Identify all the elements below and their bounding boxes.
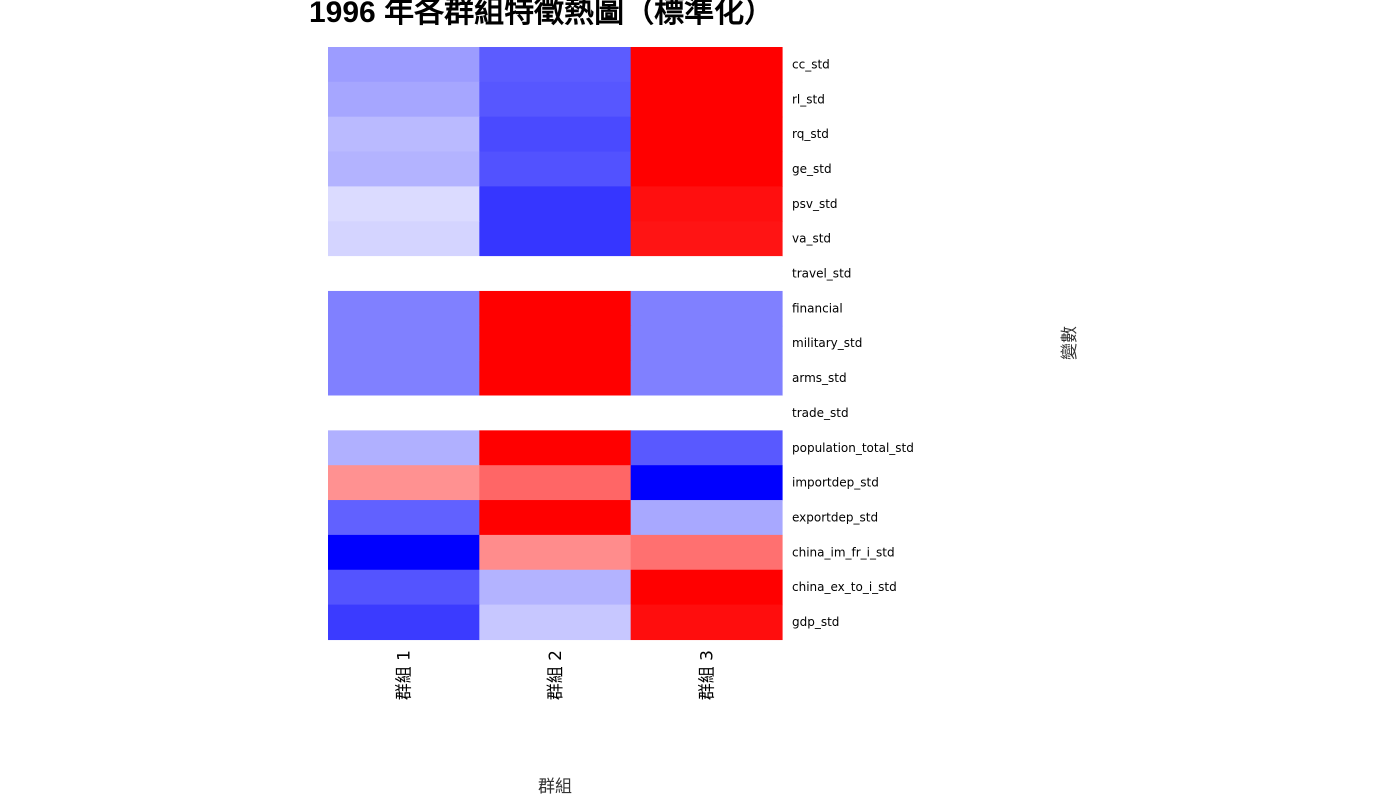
row-label: trade_std: [792, 406, 849, 420]
heatmap-cell: [630, 256, 783, 292]
heatmap-cell: [630, 604, 783, 641]
row-label: financial: [792, 301, 843, 315]
heatmap-cell: [328, 465, 480, 501]
heatmap-cell: [328, 534, 480, 571]
column-label: 群組 2: [546, 650, 566, 700]
heatmap-cell: [630, 360, 783, 397]
heatmap-cell: [328, 186, 480, 222]
heatmap-cell: [479, 534, 632, 571]
heatmap-cell: [328, 116, 480, 153]
heatmap-cells: [328, 47, 783, 641]
chart-title: 1996 年各群組特徵熱圖（標準化）: [309, 0, 774, 29]
heatmap-cell: [479, 395, 632, 431]
heatmap-cell: [328, 604, 480, 641]
row-labels: cc_std rl_std rq_std ge_std psv_std va_stdtra…: [792, 57, 914, 629]
row-label: cc_std: [792, 57, 830, 71]
row-label: arms_std: [792, 371, 847, 385]
heatmap-cell: [479, 290, 632, 327]
row-label: china_im_fr_i_std: [792, 545, 895, 559]
row-label: importdep_std: [792, 476, 879, 490]
row-label: va_std: [792, 232, 831, 246]
heatmap-cell: [328, 290, 480, 327]
row-label: ge_std: [792, 162, 832, 176]
heatmap-cell: [479, 221, 632, 257]
row-label: rl_std: [792, 92, 825, 106]
row-label: travel_std: [792, 267, 851, 281]
heatmap-cell: [630, 430, 783, 466]
heatmap-cell: [630, 116, 783, 153]
heatmap-cell: [479, 47, 632, 83]
x-axis-label: 群組: [538, 777, 572, 797]
heatmap-cell: [328, 430, 480, 466]
heatmap-cell: [479, 256, 632, 292]
heatmap-cell: [328, 360, 480, 397]
heatmap-cell: [630, 325, 783, 362]
heatmap-cell: [630, 395, 783, 431]
heatmap-cell: [479, 360, 632, 397]
heatmap-cell: [328, 151, 480, 187]
heatmap-cell: [328, 221, 480, 257]
row-label: china_ex_to_i_std: [792, 580, 897, 594]
column-label: 群組 1: [395, 650, 415, 700]
column-labels: 群組 1 群組 2 群組 3: [395, 650, 718, 700]
heatmap-cell: [328, 569, 480, 606]
row-label: exportdep_std: [792, 510, 878, 524]
heatmap-cell: [328, 256, 480, 292]
row-label: military_std: [792, 336, 862, 350]
heatmap-cell: [479, 569, 632, 606]
heatmap-cell: [630, 47, 783, 83]
y-axis-label: 變數: [1060, 326, 1080, 360]
heatmap-cell: [479, 116, 632, 153]
heatmap-cell: [630, 500, 783, 536]
row-label: rq_std: [792, 127, 829, 141]
heatmap-cell: [630, 81, 783, 118]
heatmap-cell: [328, 500, 480, 536]
heatmap-cell: [479, 186, 632, 222]
heatmap-cell: [630, 221, 783, 257]
heatmap-cell: [479, 430, 632, 466]
heatmap-cell: [479, 500, 632, 536]
row-label: psv_std: [792, 197, 838, 211]
heatmap-cell: [479, 151, 632, 187]
row-label: population_total_std: [792, 441, 914, 455]
heatmap-cell: [479, 81, 632, 118]
row-label: gdp_std: [792, 615, 839, 629]
heatmap-cell: [479, 325, 632, 362]
heatmap-cell: [630, 569, 783, 606]
heatmap-cell: [328, 47, 480, 83]
heatmap-cell: [630, 534, 783, 571]
column-label: 群組 3: [697, 650, 717, 700]
heatmap-cell: [328, 81, 480, 118]
heatmap-cell: [328, 395, 480, 431]
heatmap-cell: [479, 465, 632, 501]
heatmap-cell: [630, 465, 783, 501]
heatmap-cell: [630, 290, 783, 327]
heatmap-cell: [630, 186, 783, 222]
heatmap-cell: [630, 151, 783, 187]
heatmap-cell: [328, 325, 480, 362]
heatmap-cell: [479, 604, 632, 641]
